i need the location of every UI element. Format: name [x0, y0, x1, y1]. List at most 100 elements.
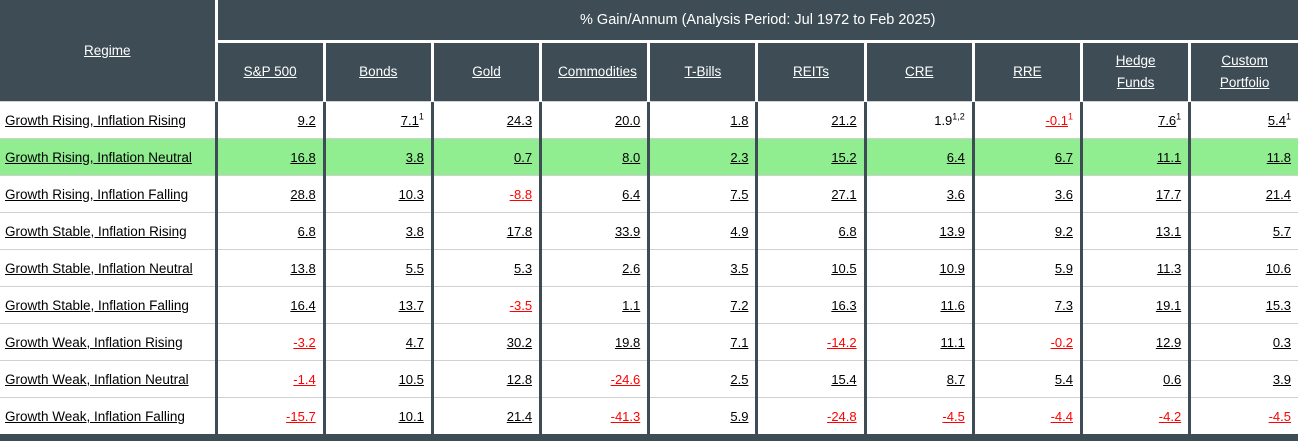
column-header-commodities[interactable]: Commodities — [539, 40, 649, 102]
value-cell-commodities[interactable]: -41.3 — [539, 397, 649, 434]
value-cell-s-p-500[interactable]: 28.8 — [214, 175, 325, 213]
value-cell-commodities[interactable]: 19.8 — [539, 323, 649, 361]
value-cell-bonds[interactable]: 13.7 — [322, 286, 433, 324]
value-cell-bonds[interactable]: 10.5 — [322, 360, 433, 398]
column-header-regime[interactable]: Regime — [0, 0, 216, 102]
value-cell-reits[interactable]: 15.2 — [755, 138, 866, 176]
regime-cell[interactable]: Growth Rising, Inflation Falling — [0, 175, 216, 213]
value-cell-gold[interactable]: 24.3 — [430, 101, 541, 139]
value-cell-reits[interactable]: -14.2 — [755, 323, 866, 361]
column-header-gold[interactable]: Gold — [430, 40, 541, 102]
value-cell-bonds[interactable]: 7.11 — [322, 101, 433, 139]
value-cell-s-p-500[interactable]: 9.2 — [214, 101, 325, 139]
value-cell-gold[interactable]: 21.4 — [430, 397, 541, 434]
value-cell-bonds[interactable]: 3.8 — [322, 212, 433, 250]
value-cell-cre[interactable]: 13.9 — [863, 212, 974, 250]
value-cell-commodities[interactable]: 1.1 — [539, 286, 649, 324]
column-header-rre[interactable]: RRE — [971, 40, 1082, 102]
value-cell-custom-portfolio[interactable]: -4.5 — [1188, 397, 1298, 434]
value-cell-rre[interactable]: -0.2 — [971, 323, 1082, 361]
value-cell-t-bills[interactable]: 7.2 — [647, 286, 757, 324]
value-cell-t-bills[interactable]: 4.9 — [647, 212, 757, 250]
column-header-reits[interactable]: REITs — [755, 40, 866, 102]
regime-cell[interactable]: Growth Stable, Inflation Rising — [0, 212, 216, 250]
value-cell-cre[interactable]: 10.9 — [863, 249, 974, 287]
value-cell-hedge-funds[interactable]: 13.1 — [1079, 212, 1190, 250]
value-cell-s-p-500[interactable]: -1.4 — [214, 360, 325, 398]
value-cell-reits[interactable]: -24.8 — [755, 397, 866, 434]
value-cell-rre[interactable]: -0.11 — [971, 101, 1082, 139]
value-cell-rre[interactable]: 7.3 — [971, 286, 1082, 324]
value-cell-reits[interactable]: 10.5 — [755, 249, 866, 287]
value-cell-bonds[interactable]: 5.5 — [322, 249, 433, 287]
value-cell-hedge-funds[interactable]: -4.2 — [1079, 397, 1190, 434]
value-cell-commodities[interactable]: 20.0 — [539, 101, 649, 139]
value-cell-commodities[interactable]: 8.0 — [539, 138, 649, 176]
regime-cell[interactable]: Growth Stable, Inflation Neutral — [0, 249, 216, 287]
column-header-hedge-funds[interactable]: Hedge Funds — [1079, 40, 1190, 102]
regime-cell[interactable]: Growth Stable, Inflation Falling — [0, 286, 216, 324]
value-cell-reits[interactable]: 27.1 — [755, 175, 866, 213]
value-cell-custom-portfolio[interactable]: 10.6 — [1188, 249, 1298, 287]
value-cell-rre[interactable]: 6.7 — [971, 138, 1082, 176]
regime-cell[interactable]: Growth Rising, Inflation Rising — [0, 101, 216, 139]
value-cell-hedge-funds[interactable]: 7.61 — [1079, 101, 1190, 139]
value-cell-bonds[interactable]: 3.8 — [322, 138, 433, 176]
regime-cell[interactable]: Growth Rising, Inflation Neutral — [0, 138, 216, 176]
value-cell-reits[interactable]: 21.2 — [755, 101, 866, 139]
value-cell-custom-portfolio[interactable]: 11.8 — [1188, 138, 1298, 176]
value-cell-commodities[interactable]: 2.6 — [539, 249, 649, 287]
value-cell-custom-portfolio[interactable]: 5.41 — [1188, 101, 1298, 139]
value-cell-hedge-funds[interactable]: 11.3 — [1079, 249, 1190, 287]
value-cell-bonds[interactable]: 4.7 — [322, 323, 433, 361]
value-cell-rre[interactable]: 3.6 — [971, 175, 1082, 213]
value-cell-cre[interactable]: 11.6 — [863, 286, 974, 324]
value-cell-t-bills[interactable]: 5.9 — [647, 397, 757, 434]
value-cell-bonds[interactable]: 10.3 — [322, 175, 433, 213]
value-cell-gold[interactable]: -3.5 — [430, 286, 541, 324]
column-header-custom-portfolio[interactable]: Custom Portfolio — [1188, 40, 1298, 102]
column-header-s-p-500[interactable]: S&P 500 — [214, 40, 325, 102]
value-cell-s-p-500[interactable]: 16.4 — [214, 286, 325, 324]
value-cell-custom-portfolio[interactable]: 21.4 — [1188, 175, 1298, 213]
value-cell-gold[interactable]: 0.7 — [430, 138, 541, 176]
value-cell-hedge-funds[interactable]: 19.1 — [1079, 286, 1190, 324]
value-cell-custom-portfolio[interactable]: 3.9 — [1188, 360, 1298, 398]
value-cell-cre[interactable]: -4.5 — [863, 397, 974, 434]
value-cell-s-p-500[interactable]: -15.7 — [214, 397, 325, 434]
value-cell-rre[interactable]: 5.4 — [971, 360, 1082, 398]
value-cell-custom-portfolio[interactable]: 15.3 — [1188, 286, 1298, 324]
value-cell-hedge-funds[interactable]: 0.6 — [1079, 360, 1190, 398]
value-cell-gold[interactable]: 17.8 — [430, 212, 541, 250]
value-cell-cre[interactable]: 8.7 — [863, 360, 974, 398]
value-cell-commodities[interactable]: 6.4 — [539, 175, 649, 213]
value-cell-cre[interactable]: 3.6 — [863, 175, 974, 213]
value-cell-commodities[interactable]: 33.9 — [539, 212, 649, 250]
value-cell-s-p-500[interactable]: 16.8 — [214, 138, 325, 176]
value-cell-s-p-500[interactable]: 13.8 — [214, 249, 325, 287]
value-cell-cre[interactable]: 6.4 — [863, 138, 974, 176]
regime-cell[interactable]: Growth Weak, Inflation Neutral — [0, 360, 216, 398]
value-cell-gold[interactable]: 30.2 — [430, 323, 541, 361]
value-cell-gold[interactable]: 12.8 — [430, 360, 541, 398]
value-cell-s-p-500[interactable]: 6.8 — [214, 212, 325, 250]
value-cell-hedge-funds[interactable]: 11.1 — [1079, 138, 1190, 176]
value-cell-custom-portfolio[interactable]: 5.7 — [1188, 212, 1298, 250]
value-cell-rre[interactable]: 9.2 — [971, 212, 1082, 250]
value-cell-s-p-500[interactable]: -3.2 — [214, 323, 325, 361]
column-header-bonds[interactable]: Bonds — [322, 40, 433, 102]
regime-cell[interactable]: Growth Weak, Inflation Rising — [0, 323, 216, 361]
value-cell-t-bills[interactable]: 2.3 — [647, 138, 757, 176]
value-cell-gold[interactable]: -8.8 — [430, 175, 541, 213]
value-cell-t-bills[interactable]: 3.5 — [647, 249, 757, 287]
value-cell-hedge-funds[interactable]: 17.7 — [1079, 175, 1190, 213]
value-cell-reits[interactable]: 15.4 — [755, 360, 866, 398]
value-cell-reits[interactable]: 16.3 — [755, 286, 866, 324]
column-header-t-bills[interactable]: T-Bills — [647, 40, 757, 102]
value-cell-t-bills[interactable]: 2.5 — [647, 360, 757, 398]
value-cell-cre[interactable]: 11.1 — [863, 323, 974, 361]
value-cell-reits[interactable]: 6.8 — [755, 212, 866, 250]
value-cell-rre[interactable]: -4.4 — [971, 397, 1082, 434]
column-header-cre[interactable]: CRE — [863, 40, 974, 102]
value-cell-hedge-funds[interactable]: 12.9 — [1079, 323, 1190, 361]
